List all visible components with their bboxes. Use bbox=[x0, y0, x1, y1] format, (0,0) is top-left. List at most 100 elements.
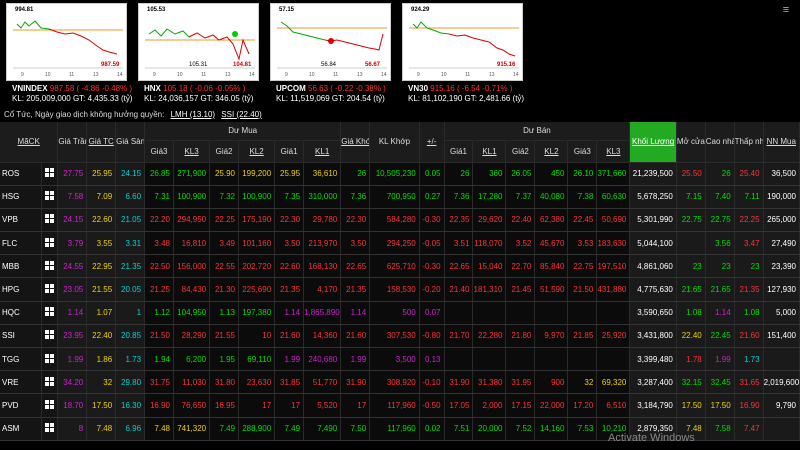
cell: 32 bbox=[567, 370, 598, 395]
cell: 21.85 bbox=[567, 324, 598, 349]
index-chart-hnx[interactable]: 9 10 11 13 14 105.53 105.31 104.81 bbox=[138, 3, 259, 81]
col-buy-kl3[interactable]: KL3 bbox=[173, 140, 211, 163]
header-row-2: Giá3 KL3 Giá2 KL2 Giá1 KL1 Giá1 KL1 Giá2… bbox=[0, 140, 800, 163]
stock-symbol[interactable]: ASM bbox=[0, 417, 42, 441]
watchlist-grid-icon[interactable] bbox=[41, 208, 59, 233]
cell: 5,000 bbox=[763, 301, 800, 325]
table-row[interactable]: VPB 24.15 22.60 21.05 22.20 294,950 22.25 175,1… bbox=[0, 208, 800, 233]
table-row[interactable]: MBB 24.55 22.95 21.35 22.50 156,000 22.55 202,7… bbox=[0, 254, 800, 279]
stock-symbol[interactable]: FLC bbox=[0, 231, 42, 256]
col-sell-kl3[interactable]: KL3 bbox=[596, 140, 631, 163]
cell: 23.05 bbox=[57, 277, 88, 302]
watchlist-grid-icon[interactable] bbox=[41, 185, 59, 209]
watchlist-grid-icon[interactable] bbox=[41, 417, 59, 441]
cell: 31.85 bbox=[274, 370, 305, 395]
table-row[interactable]: SSI 23.95 22.40 20.85 21.50 28,290 21.55 10 21.6… bbox=[0, 324, 800, 349]
watchlist-grid-icon[interactable] bbox=[41, 347, 59, 372]
cell: 265,000 bbox=[763, 208, 800, 233]
stock-symbol[interactable]: PVD bbox=[0, 393, 42, 418]
stock-symbol[interactable]: HPG bbox=[0, 277, 42, 302]
watchlist-grid-icon[interactable] bbox=[41, 277, 59, 302]
col-gia-khop[interactable]: Giá Khớp bbox=[340, 122, 371, 163]
table-row[interactable]: HQC 1.14 1.07 1 1.12 104,950 1.13 197,380 1.14 1,… bbox=[0, 301, 800, 325]
col-plus-minus[interactable]: +/- bbox=[419, 122, 445, 163]
hamburger-icon[interactable]: ≡ bbox=[782, 4, 790, 16]
index-volume: KL: 11,519,069 bbox=[276, 94, 330, 103]
svg-text:11: 11 bbox=[465, 72, 470, 78]
cell: 1.78 bbox=[676, 347, 706, 372]
cell: 6.96 bbox=[115, 417, 146, 441]
cell: 22.40 bbox=[505, 208, 536, 233]
dividend-link-ssi[interactable]: SSI (22.40) bbox=[221, 110, 262, 119]
cell: 3,399,480 bbox=[629, 347, 677, 372]
watchlist-grid-icon[interactable] bbox=[41, 324, 59, 349]
stock-symbol[interactable]: TGG bbox=[0, 347, 42, 372]
cell: 21.65 bbox=[676, 277, 706, 302]
stock-symbol[interactable]: VRE bbox=[0, 370, 42, 395]
col-sell-kl1[interactable]: KL1 bbox=[472, 140, 507, 163]
index-value-traded: GT: 2,481.66 (tỷ) bbox=[464, 94, 525, 103]
watchlist-grid-icon[interactable] bbox=[41, 254, 59, 279]
dividend-link-lmh[interactable]: LMH (13.10) bbox=[170, 110, 216, 119]
table-row[interactable]: HPG 23.05 21.55 20.05 21.25 84,430 21.30 225,69… bbox=[0, 277, 800, 302]
stock-symbol[interactable]: HSG bbox=[0, 185, 42, 209]
cell: 1.14 bbox=[340, 301, 371, 325]
cell: 0.02 bbox=[419, 417, 445, 441]
cell: 2,000 bbox=[472, 393, 507, 418]
cell: 60,630 bbox=[596, 185, 631, 209]
cell: 700,950 bbox=[369, 185, 420, 209]
col-du-ban: Dư Bán bbox=[444, 122, 631, 141]
index-chart-vnindex[interactable]: 9 10 11 13 14 994.81 987.59 bbox=[6, 3, 127, 81]
cell bbox=[505, 347, 536, 372]
index-summary-upcom: UPCOM 56.63 ( -0.22 -0.38% ) KL: 11,519,0… bbox=[276, 84, 386, 104]
cell: 5,520 bbox=[303, 393, 342, 418]
stock-symbol[interactable]: ROS bbox=[0, 162, 42, 186]
cell: 22.60 bbox=[86, 208, 117, 233]
stock-symbol[interactable]: MBB bbox=[0, 254, 42, 279]
col-mack[interactable]: MãCK bbox=[0, 122, 59, 163]
table-row[interactable]: ASM 8 7.48 6.96 7.48 741,320 7.49 288,900 7.49 7,… bbox=[0, 417, 800, 441]
col-buy-kl1[interactable]: KL1 bbox=[303, 140, 342, 163]
col-khoi-luong[interactable]: Khối Lượng bbox=[629, 122, 677, 163]
cell: 7.36 bbox=[444, 185, 474, 209]
col-buy-kl2[interactable]: KL2 bbox=[238, 140, 276, 163]
table-row[interactable]: PVD 18.70 17.50 16.30 16.90 76,650 16.95 17 17 5,… bbox=[0, 393, 800, 418]
cell: 197,380 bbox=[238, 301, 276, 325]
cell: 28,290 bbox=[173, 324, 211, 349]
cell: 29,620 bbox=[472, 208, 507, 233]
stock-symbol[interactable]: HQC bbox=[0, 301, 42, 325]
index-volume: KL: 205,009,000 bbox=[12, 94, 71, 103]
cell: 240,680 bbox=[303, 347, 342, 372]
svg-text:11: 11 bbox=[201, 72, 206, 78]
index-chart-vn30[interactable]: 9 10 11 13 14 924.29 915.16 bbox=[402, 3, 523, 81]
cell: 1,865,890 bbox=[303, 301, 342, 325]
index-chart-upcom[interactable]: 9 10 11 13 14 57.15 56.84 56.67 bbox=[270, 3, 391, 81]
cell: 1.94 bbox=[144, 347, 174, 372]
cell: 7.48 bbox=[144, 417, 174, 441]
watchlist-grid-icon[interactable] bbox=[41, 162, 59, 186]
table-row[interactable]: FLC 3.79 3.55 3.31 3.48 16,810 3.49 101,160 3.50… bbox=[0, 231, 800, 256]
watchlist-grid-icon[interactable] bbox=[41, 393, 59, 418]
table-row[interactable]: ROS 27.75 25.95 24.15 26.85 271,900 25.90 199,2… bbox=[0, 162, 800, 186]
cell: 1.73 bbox=[115, 347, 146, 372]
cell: 22.40 bbox=[676, 324, 706, 349]
cell: 31,380 bbox=[472, 370, 507, 395]
col-sell-kl2[interactable]: KL2 bbox=[534, 140, 569, 163]
table-row[interactable]: VRE 34.20 32 29.80 31.75 11,030 31.80 23,630 31.… bbox=[0, 370, 800, 395]
stock-symbol[interactable]: VPB bbox=[0, 208, 42, 233]
stock-symbol[interactable]: SSI bbox=[0, 324, 42, 349]
windows-watermark: Activate Windows bbox=[608, 432, 695, 444]
index-sparkline: 9 10 11 13 14 bbox=[13, 20, 123, 78]
cell: 22.25 bbox=[734, 208, 764, 233]
cell: 32 bbox=[86, 370, 117, 395]
table-row[interactable]: TGG 1.99 1.86 1.73 1.94 6,200 1.95 69,110 1.99 24… bbox=[0, 347, 800, 372]
watchlist-grid-icon[interactable] bbox=[41, 301, 59, 325]
watchlist-grid-icon[interactable] bbox=[41, 370, 59, 395]
table-row[interactable]: HSG 7.58 7.09 6.60 7.31 100,900 7.32 100,900 7.3… bbox=[0, 185, 800, 209]
col-nn-mua[interactable]: NN Mua bbox=[763, 122, 800, 163]
cell: 0.13 bbox=[419, 347, 445, 372]
col-gia-tc[interactable]: Giá TC bbox=[86, 122, 117, 163]
watchlist-grid-icon[interactable] bbox=[41, 231, 59, 256]
cell bbox=[763, 347, 800, 372]
cell: 16.90 bbox=[144, 393, 174, 418]
